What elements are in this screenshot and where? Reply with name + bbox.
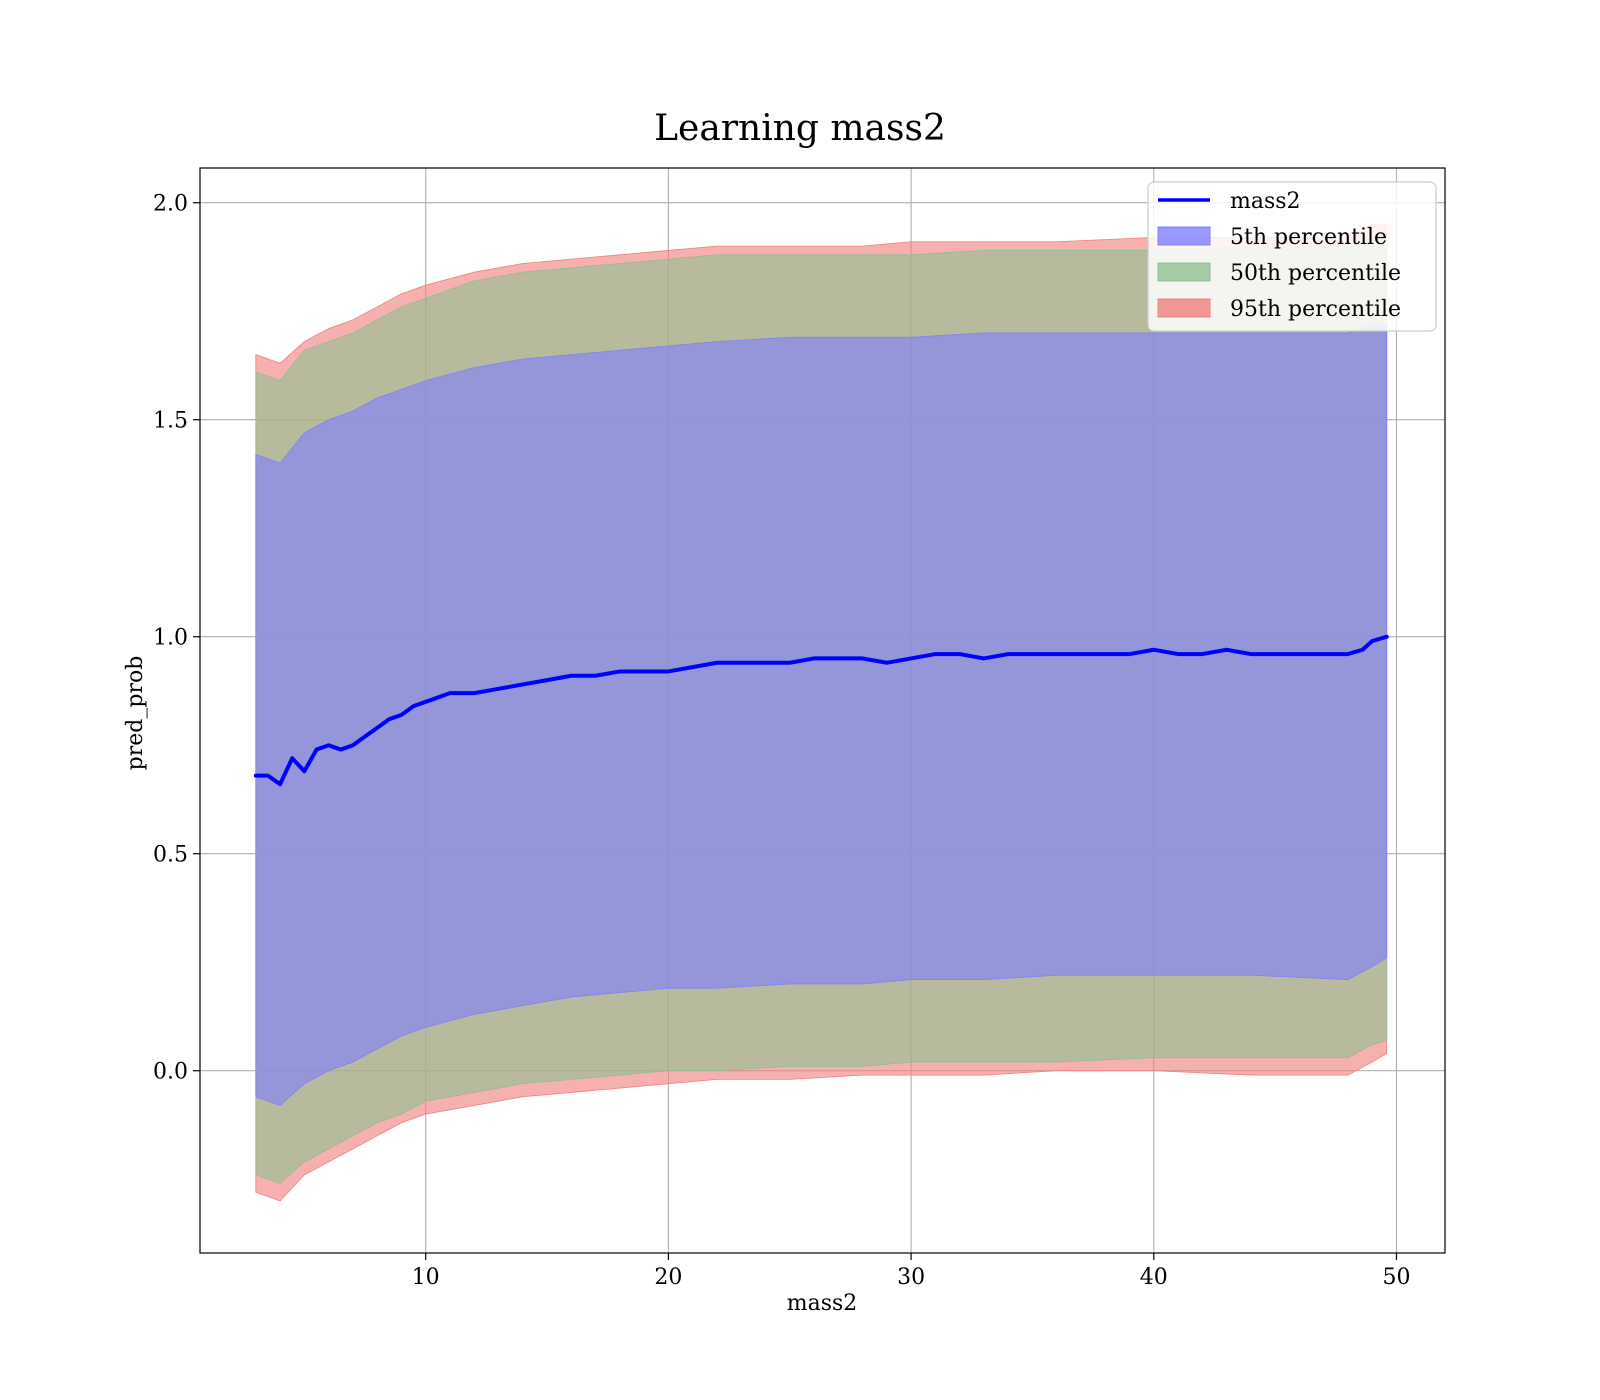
- legend-swatch-p5: [1157, 226, 1211, 246]
- legend-label-p5: 5th percentile: [1230, 225, 1387, 250]
- y-tick-label: 1.5: [153, 409, 188, 434]
- legend-label-p95: 95th percentile: [1230, 297, 1401, 322]
- line-layer: [253, 634, 1389, 787]
- legend: mass2 5th percentile 50th percentile 95t…: [1147, 181, 1437, 332]
- legend-box: [1147, 181, 1437, 332]
- legend-label-line: mass2: [1230, 189, 1301, 214]
- y-tick-label: 0.5: [153, 843, 188, 868]
- x-tick-label: 30: [897, 1265, 925, 1290]
- plot-frame: [199, 167, 1446, 1254]
- x-axis-label: mass2: [787, 1291, 858, 1316]
- x-tick-label: 50: [1382, 1265, 1410, 1290]
- 5th-percentile-band: [255, 323, 1388, 1106]
- legend-swatch-p95: [1157, 298, 1211, 318]
- legend-label-p50: 50th percentile: [1230, 261, 1401, 286]
- y-tick-label: 1.0: [153, 626, 188, 651]
- x-tick-label: 20: [654, 1265, 682, 1290]
- x-tick-label: 10: [412, 1265, 440, 1290]
- legend-swatch-p50: [1157, 262, 1211, 282]
- y-tick-label: 0.0: [153, 1060, 188, 1085]
- band-layer: [255, 224, 1388, 1202]
- tick-layer: 10 20 30 40 50 0.0 0.5 1.0 1.5 2.0: [153, 192, 1410, 1290]
- y-tick-label: 2.0: [153, 192, 188, 217]
- chart-title: Learning mass2: [654, 108, 946, 149]
- mass2-line: [253, 634, 1389, 787]
- x-tick-label: 40: [1140, 1265, 1168, 1290]
- y-axis-label: pred_prob: [123, 656, 148, 771]
